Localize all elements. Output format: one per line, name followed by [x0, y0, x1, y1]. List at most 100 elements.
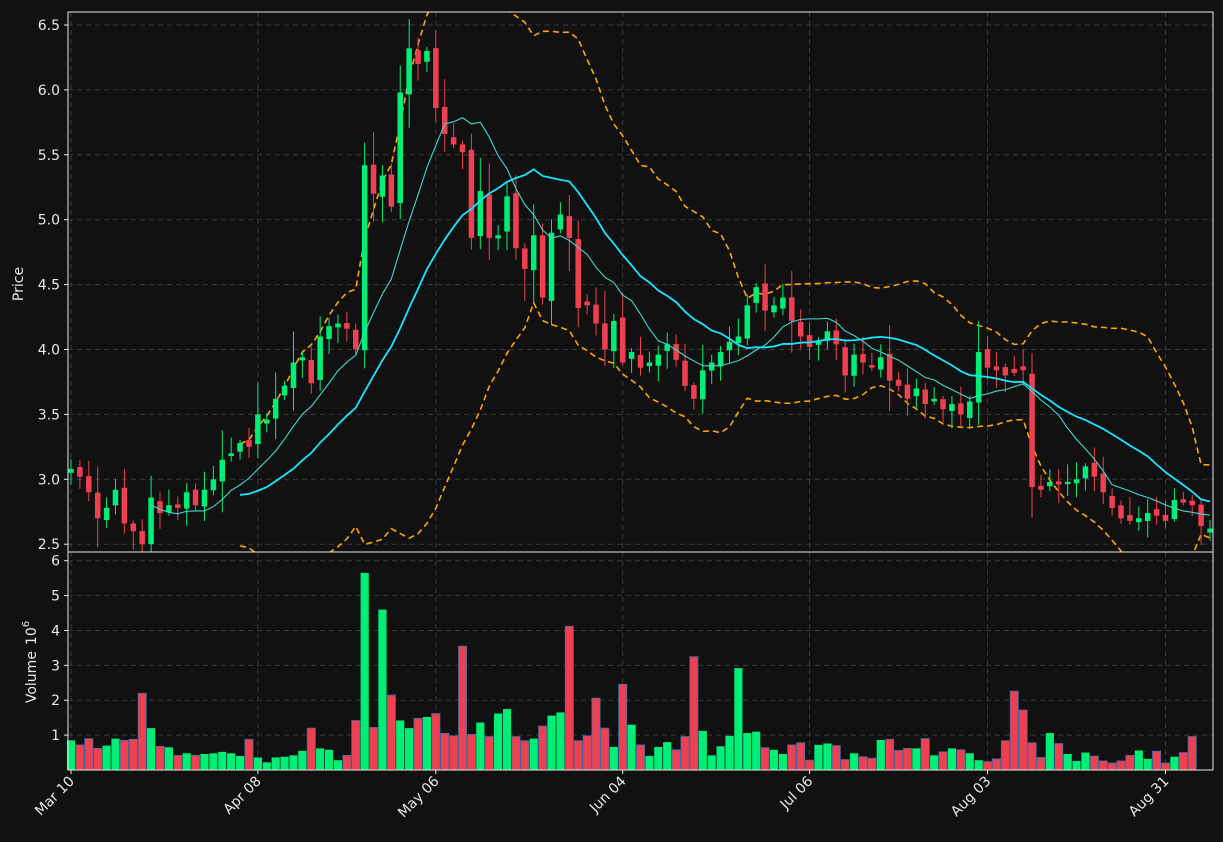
candle-body	[424, 50, 430, 62]
candle-body	[450, 137, 457, 145]
volume-bar	[306, 727, 316, 771]
candle-body	[388, 174, 395, 207]
volume-bar	[734, 668, 743, 770]
candle-body	[708, 362, 715, 371]
volume-bar	[556, 712, 565, 770]
candle-body	[958, 403, 964, 415]
volume-bar	[440, 732, 450, 771]
volume-bar	[1036, 757, 1046, 771]
volume-bar	[796, 742, 806, 771]
price-tick-label: 3.5	[38, 407, 60, 423]
candle-body	[993, 366, 1000, 371]
volume-bar	[1054, 743, 1064, 771]
candle-body	[548, 232, 555, 301]
volume-bar	[947, 748, 957, 770]
lower-band-line	[239, 300, 1211, 552]
candle-body	[753, 287, 759, 303]
volume-bar	[1027, 742, 1037, 771]
volume-bar	[137, 692, 147, 771]
volume-bar	[1081, 752, 1090, 770]
candle-body	[584, 301, 590, 306]
candle-body	[1180, 499, 1187, 503]
candle-body	[1055, 481, 1062, 485]
candle-body	[815, 341, 822, 345]
volume-bar	[680, 736, 690, 771]
candle-body	[1073, 479, 1080, 484]
volume-bar	[511, 736, 521, 771]
volume-bar	[716, 746, 725, 770]
volume-bar	[636, 744, 645, 771]
price-tick-label: 2.5	[38, 537, 60, 553]
candle-body	[441, 106, 448, 135]
candle-body	[264, 419, 270, 424]
volume-bar	[760, 747, 770, 771]
volume-bar	[146, 728, 156, 770]
candle-body	[682, 360, 688, 386]
volume-bar	[849, 753, 859, 770]
volume-bar	[520, 740, 530, 771]
volume-bar	[529, 738, 538, 770]
volume-bar	[912, 748, 921, 770]
candle-body	[86, 476, 92, 493]
volume-bar	[1018, 709, 1028, 771]
candle-body	[495, 235, 501, 239]
price-tick-label: 4.5	[38, 278, 60, 294]
candle-body	[744, 305, 751, 339]
volume-bar	[627, 724, 636, 770]
slow-moving-average-line	[239, 168, 1211, 503]
volume-bar	[974, 760, 983, 770]
bollinger-bands	[239, 12, 1211, 552]
volume-bar	[386, 694, 396, 771]
volume-bar	[191, 754, 201, 771]
candle-body	[326, 326, 332, 340]
volume-bar	[1063, 753, 1072, 770]
volume-tick-label: 3	[51, 658, 60, 674]
candle-body	[860, 354, 866, 363]
volume-bar	[164, 747, 173, 770]
candle-body	[1171, 500, 1178, 520]
volume-bar	[991, 758, 1001, 771]
price-tick-label: 6.0	[38, 83, 60, 99]
candle-body	[566, 216, 573, 238]
volume-bar	[769, 749, 779, 770]
volume-bar	[956, 749, 966, 771]
volume-bar	[449, 735, 459, 771]
volume-bar	[600, 727, 610, 771]
volume-bar	[778, 753, 787, 770]
candle-body	[673, 344, 679, 360]
volume-bar	[823, 743, 832, 770]
volume-bar	[271, 757, 280, 770]
volume-bar	[654, 746, 663, 770]
candle-body	[1020, 366, 1026, 371]
candle-body	[975, 352, 982, 403]
candle-body	[139, 531, 145, 545]
candle-body	[1029, 373, 1035, 488]
volume-bar	[618, 683, 628, 771]
candle-body	[246, 440, 252, 447]
volume-bar	[938, 751, 948, 771]
candle-body	[183, 492, 190, 509]
candle-body	[255, 414, 261, 445]
candle-body	[94, 492, 101, 519]
volume-bar	[484, 736, 494, 771]
volume-bar	[262, 762, 271, 770]
volume-bar	[476, 722, 485, 770]
volume-axis-title: Volume 106	[21, 621, 40, 703]
candle-body	[780, 297, 786, 309]
price-tick-label: 5.0	[38, 213, 60, 229]
candle-body	[1064, 481, 1071, 485]
candle-body	[344, 323, 350, 329]
candle-body	[237, 442, 243, 452]
volume-bar	[1178, 752, 1188, 771]
candle-body	[361, 165, 368, 351]
price-tick-label: 3.0	[38, 472, 60, 488]
candle-body	[762, 283, 768, 311]
candle-body	[1136, 518, 1142, 523]
volume-bar	[752, 731, 761, 770]
candle-body	[557, 214, 564, 230]
candle-body	[308, 359, 315, 384]
volume-bar	[609, 746, 618, 770]
volume-bar	[405, 728, 414, 770]
price-tick-label: 4.0	[38, 343, 60, 359]
